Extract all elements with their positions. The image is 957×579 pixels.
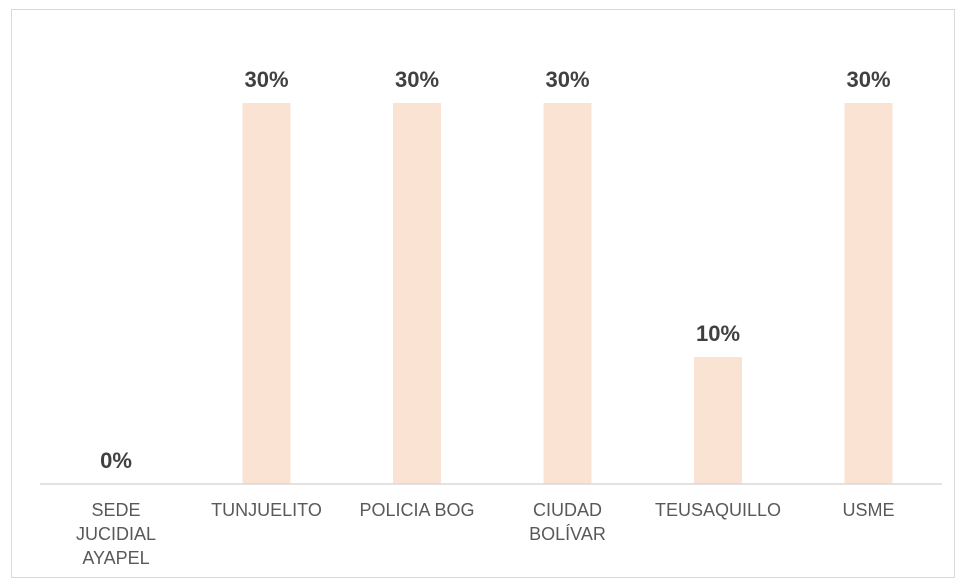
data-label-4: 10% xyxy=(696,321,740,346)
bar-4 xyxy=(694,357,742,484)
category-label-0-line-0: SEDE xyxy=(91,500,140,520)
category-label-0-line-1: JUCIDIAL xyxy=(76,524,156,544)
data-label-1: 30% xyxy=(244,67,288,92)
data-label-0: 0% xyxy=(100,448,132,473)
bar-1 xyxy=(242,103,291,484)
data-label-2: 30% xyxy=(395,67,439,92)
category-label-1: TUNJUELITO xyxy=(211,500,322,520)
category-label-0-line-2: AYAPEL xyxy=(82,548,149,568)
category-label-3-line-0: CIUDAD xyxy=(533,500,602,520)
data-label-3: 30% xyxy=(545,67,589,92)
category-label-3-line-1: BOLÍVAR xyxy=(529,524,606,544)
bar-2 xyxy=(393,103,441,484)
data-label-5: 30% xyxy=(846,67,890,92)
category-label-4: TEUSAQUILLO xyxy=(655,500,781,520)
chart-frame xyxy=(11,9,955,578)
category-label-5: USME xyxy=(842,500,894,520)
bar-5 xyxy=(844,103,893,484)
bar-3 xyxy=(543,103,592,484)
category-label-2: POLICIA BOG xyxy=(359,500,474,520)
